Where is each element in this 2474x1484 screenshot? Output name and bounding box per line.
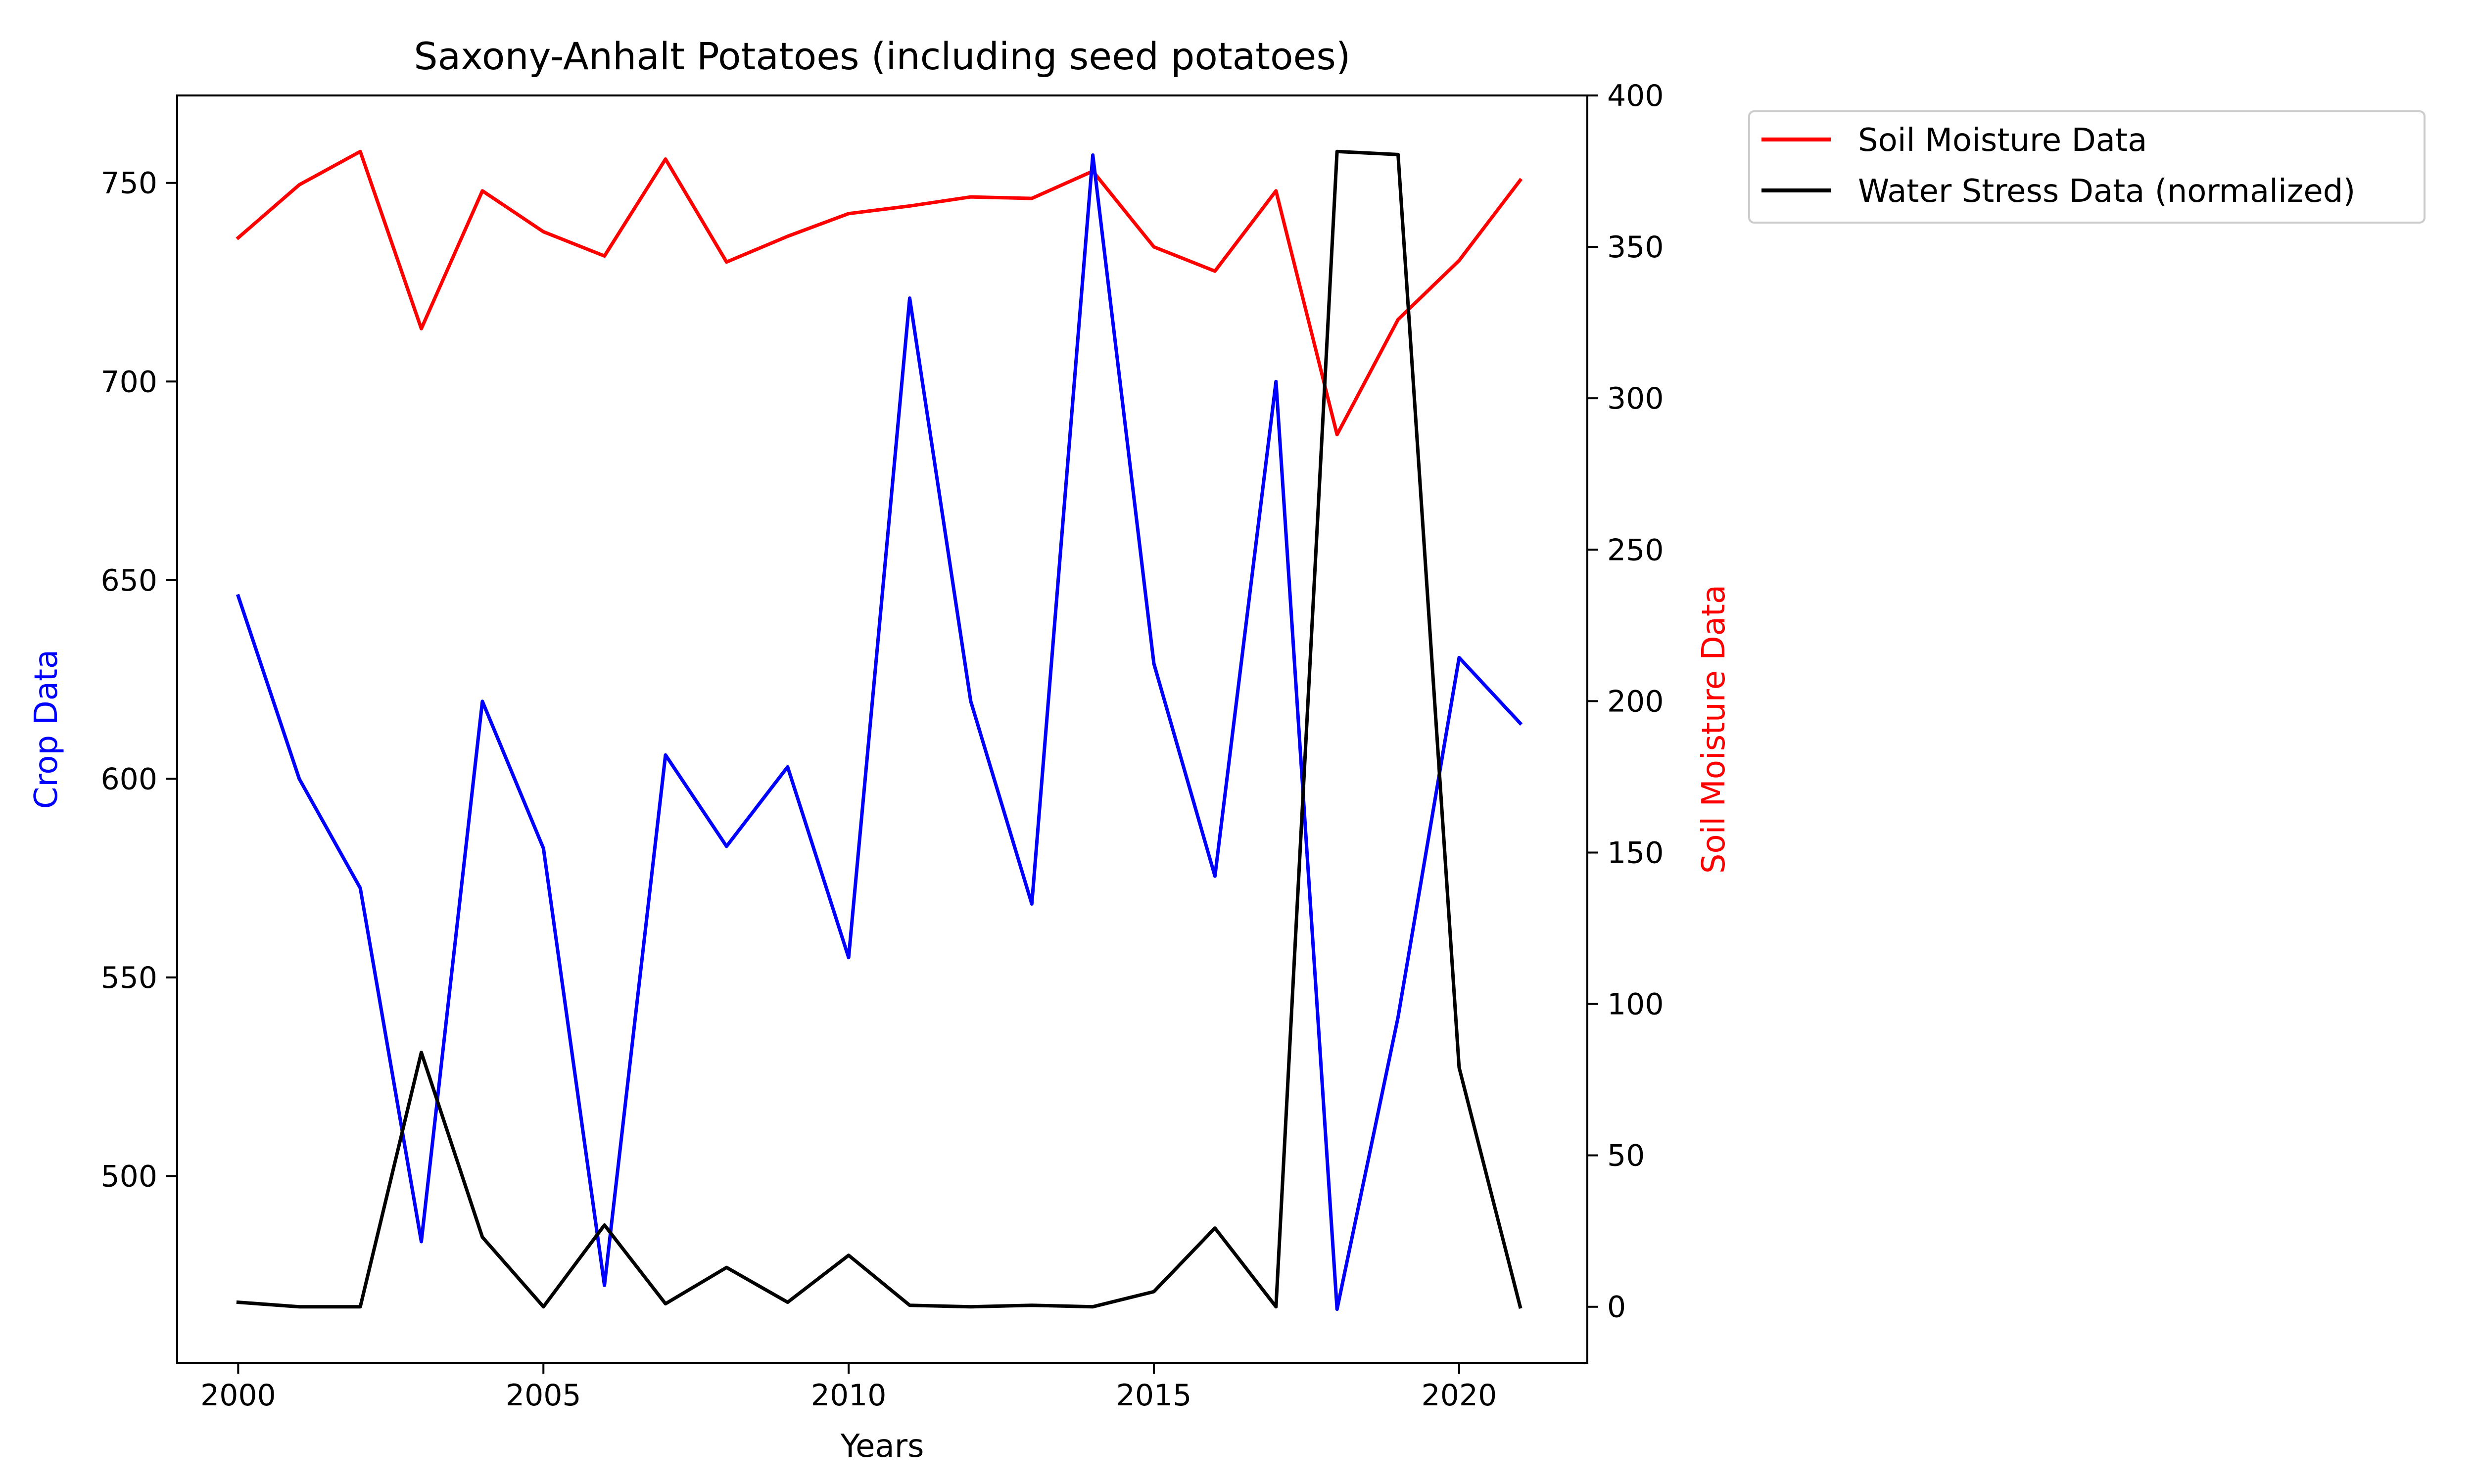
x-tick-label: 2020 [1422,1378,1497,1413]
right-y-tick-label: 150 [1607,835,1664,870]
right-y-tick-label: 300 [1607,381,1664,416]
right-y-tick-label: 50 [1607,1139,1645,1173]
legend-label-soil-moisture: Soil Moisture Data [1858,122,2147,159]
legend-box [1748,110,2426,224]
left-y-tick-label: 650 [100,563,157,598]
left-y-tick-label: 750 [100,166,157,201]
left-y-tick-label: 600 [100,762,157,796]
water-stress-line [236,149,1522,1309]
x-axis-title: Years [840,1428,924,1465]
right-y-tick-label: 350 [1607,230,1664,265]
right-y-axis-title: Soil Moisture Data [1696,585,1732,874]
right-y-tick-label: 400 [1607,79,1664,113]
right-y-tick-label: 200 [1607,684,1664,719]
crop-data-line [236,153,1523,1311]
x-tick-label: 2010 [811,1378,887,1413]
plot-area-frame [176,94,1588,1364]
right-y-tick-label: 100 [1607,987,1664,1022]
left-y-axis-title: Crop Data [28,649,65,809]
chart-title: Saxony-Anhalt Potatoes (including seed p… [414,34,1350,78]
x-tick-label: 2015 [1116,1378,1192,1413]
x-tick-label: 2005 [506,1378,581,1413]
right-y-tick-label: 250 [1607,533,1664,567]
soil-moisture-line [236,149,1523,437]
right-y-tick-label: 0 [1607,1290,1626,1325]
series-layer [236,149,1523,1311]
left-y-tick-label: 500 [100,1159,157,1194]
left-y-tick-label: 550 [100,961,157,995]
left-y-tick-label: 700 [100,365,157,399]
legend: Soil Moisture Data Water Stress Data (no… [1748,110,2426,224]
x-tick-label: 2000 [200,1378,276,1413]
axes-layer: 2000 2005 2010 2015 2020 500 550 600 650 700 750 0 5… [100,79,1664,1413]
legend-label-water-stress: Water Stress Data (normalized) [1858,173,2355,210]
